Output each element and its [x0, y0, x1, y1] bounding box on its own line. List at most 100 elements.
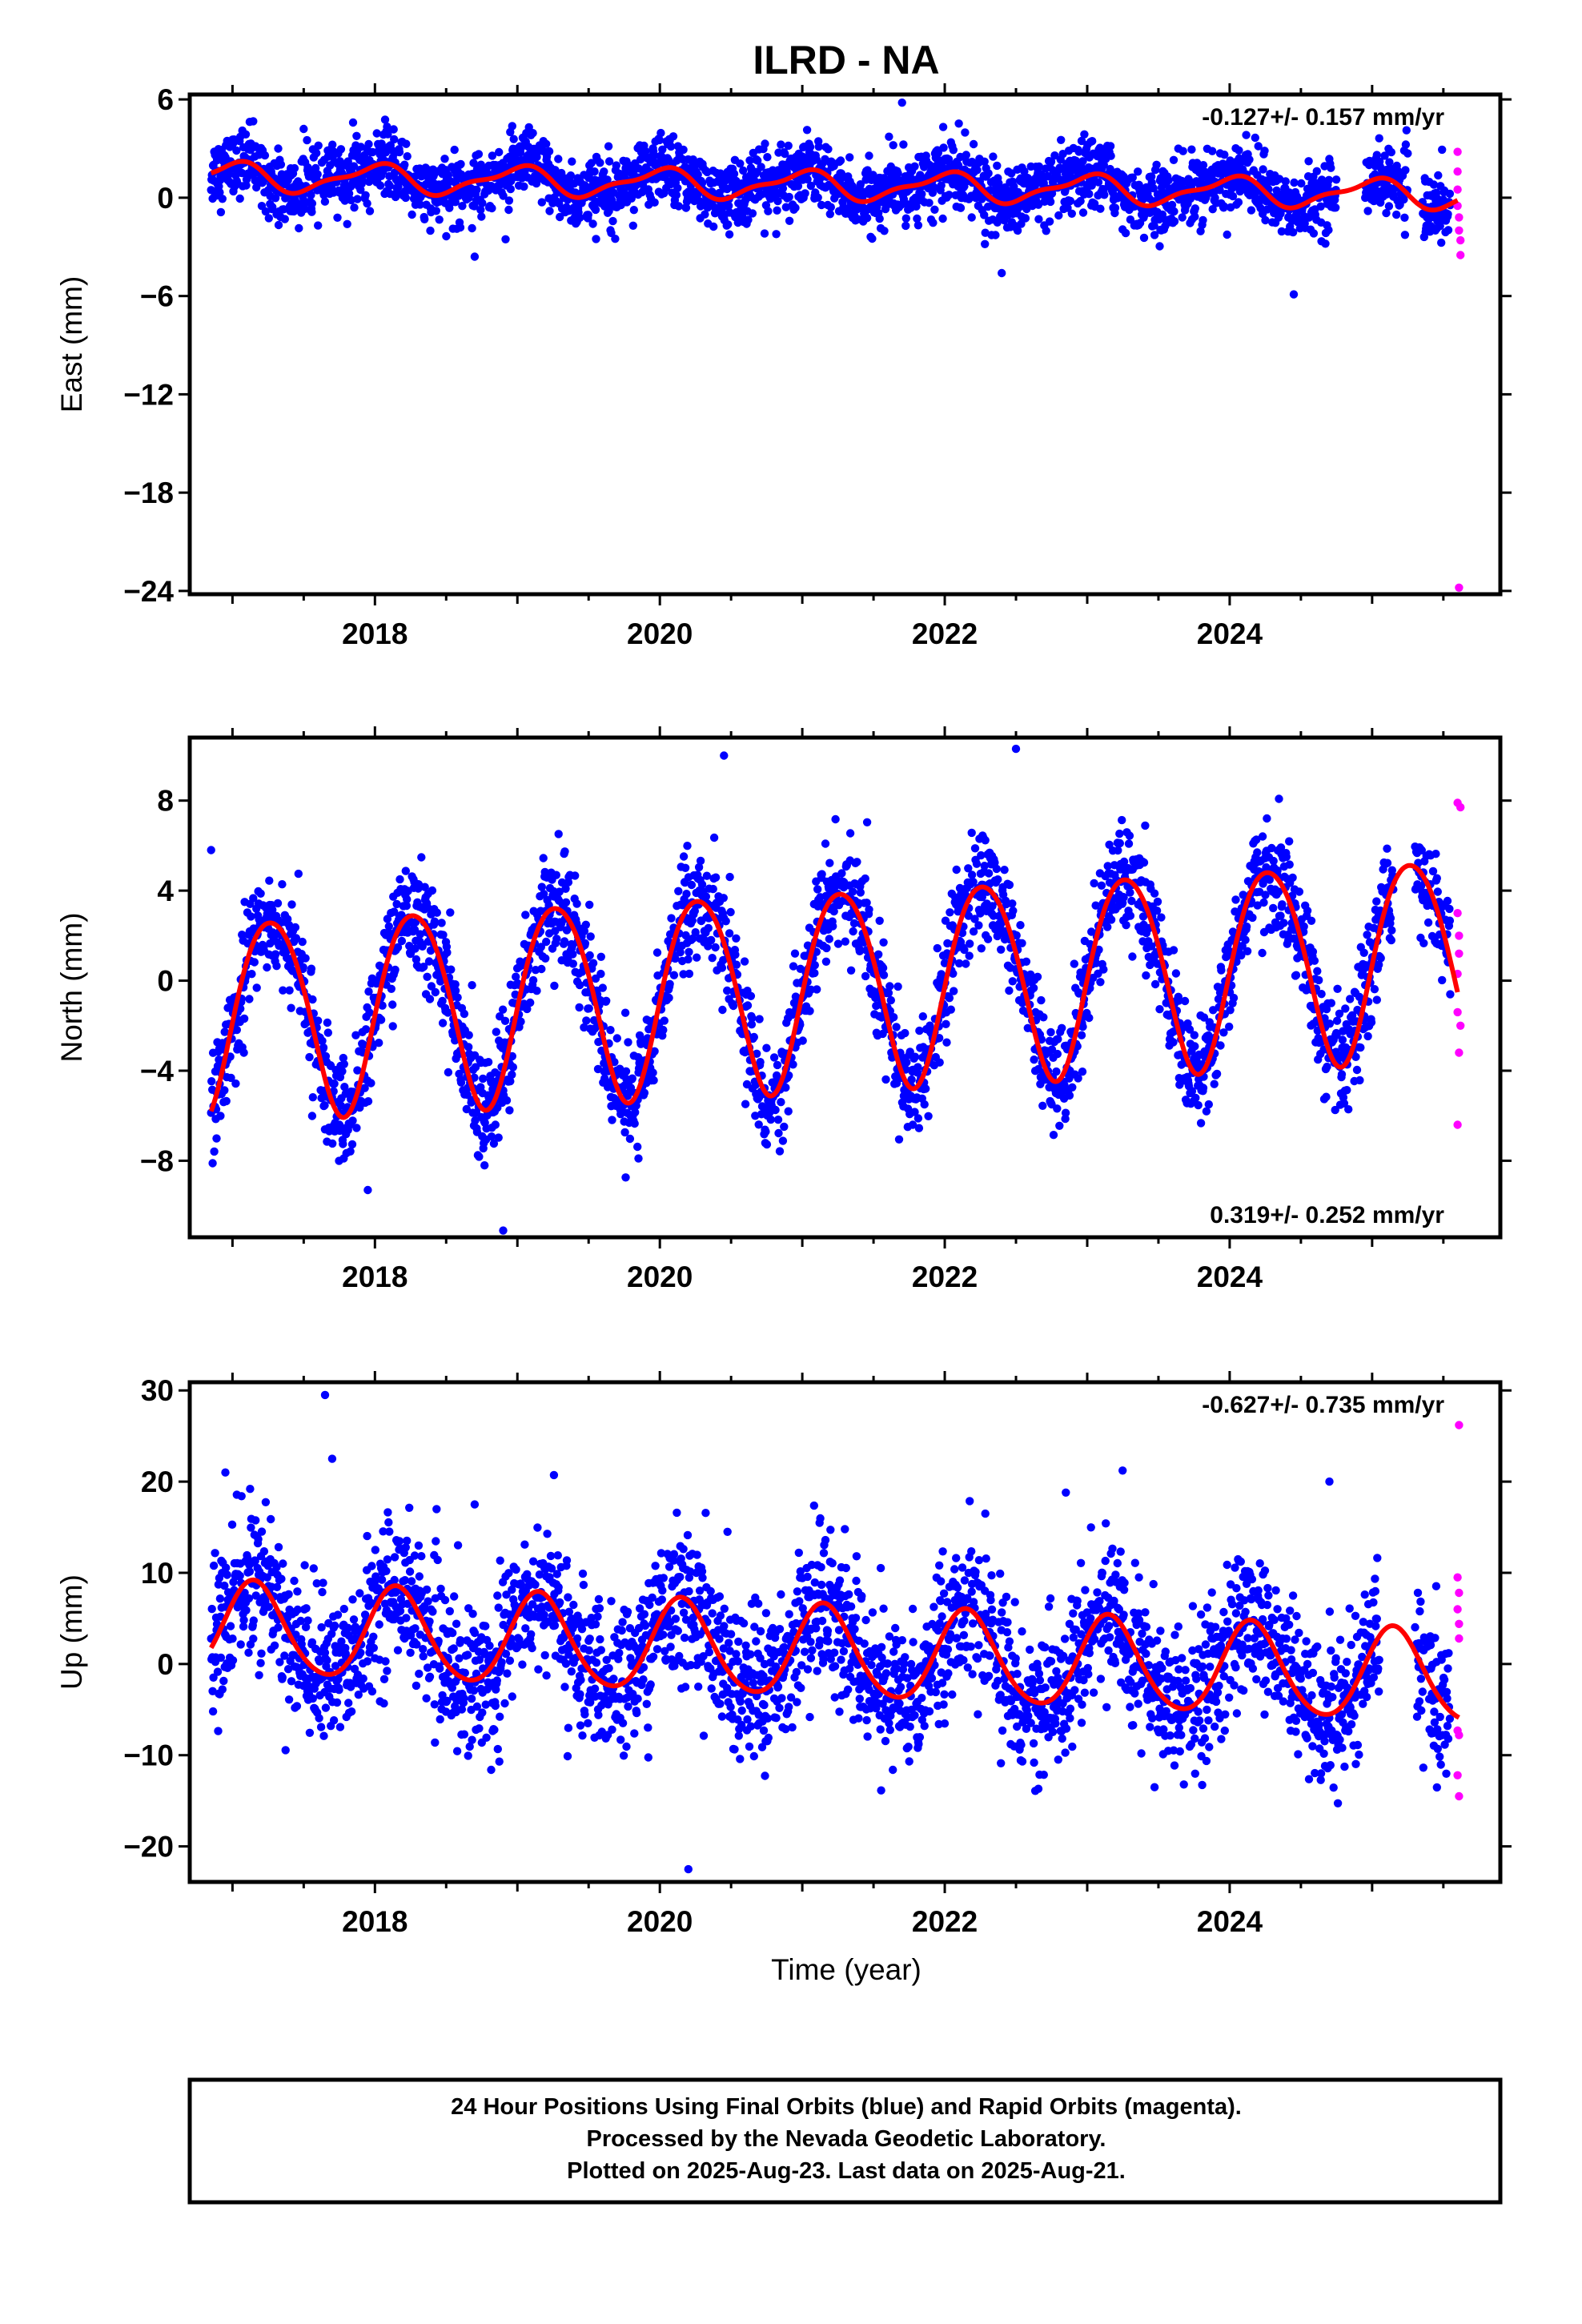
final-orbit-point [725, 201, 733, 211]
final-orbit-point [502, 1096, 512, 1105]
final-orbit-point [403, 895, 412, 904]
final-orbit-point [1187, 145, 1196, 154]
final-orbit-point [970, 844, 980, 853]
final-orbit-point [361, 191, 370, 199]
final-orbit-point [584, 211, 592, 219]
final-orbit-point [344, 189, 354, 198]
velocity-annotation: -0.127+/- 0.157 mm/yr [1202, 104, 1444, 131]
final-orbit-point [1169, 946, 1178, 955]
final-orbit-point [868, 234, 877, 243]
final-orbit-point [1067, 209, 1077, 218]
final-orbit-point [894, 1135, 904, 1144]
final-orbit-point [1170, 217, 1179, 226]
final-orbit-point [215, 188, 224, 197]
final-orbit-point [385, 181, 394, 191]
final-orbit-point [1387, 147, 1396, 157]
final-orbit-point [666, 142, 676, 151]
final-orbit-point [391, 965, 400, 975]
final-orbit-point [252, 983, 261, 992]
final-orbit-point [1020, 167, 1029, 176]
final-orbit-point [1122, 921, 1130, 930]
final-orbit-point [655, 135, 665, 145]
final-orbit-point [383, 130, 392, 139]
final-orbit-point [641, 147, 650, 156]
final-orbit-point [901, 1028, 909, 1038]
final-orbit-point [1045, 217, 1054, 226]
final-orbit-point [596, 159, 604, 167]
final-orbit-point [231, 1079, 240, 1088]
final-orbit-point [775, 1147, 785, 1156]
final-orbit-point [390, 135, 399, 144]
final-orbit-point [501, 235, 510, 243]
rapid-orbit-point [1456, 235, 1465, 245]
final-orbit-point [740, 957, 749, 966]
final-orbit-point [217, 175, 226, 183]
final-orbit-point [633, 1142, 642, 1152]
final-orbit-point [402, 139, 411, 148]
final-orbit-point [400, 160, 409, 169]
final-orbit-point [1096, 204, 1105, 213]
y-axis-label: East (mm) [55, 276, 88, 413]
final-orbit-point [604, 207, 613, 215]
final-orbit-point [588, 219, 597, 228]
final-orbit-point [937, 181, 946, 190]
final-orbit-point [652, 948, 662, 957]
final-orbit-point [865, 151, 873, 160]
final-orbit-point [263, 963, 271, 972]
final-orbit-point [298, 937, 307, 947]
final-orbit-point [886, 995, 896, 1005]
final-orbit-point [994, 875, 1002, 884]
final-orbit-point [628, 221, 637, 230]
final-orbit-point [1125, 831, 1134, 840]
final-orbit-point [575, 213, 584, 223]
final-orbit-point [933, 943, 942, 953]
final-orbit-point [470, 252, 480, 261]
final-orbit-point [1223, 230, 1231, 239]
final-orbit-point [1191, 212, 1199, 221]
x-tick-label: 2022 [912, 617, 978, 650]
final-orbit-point [880, 227, 889, 235]
final-orbit-point [537, 198, 546, 207]
final-orbit-point [545, 207, 554, 215]
final-orbit-point [929, 219, 938, 227]
rapid-orbit-point [1456, 251, 1465, 259]
final-orbit-point [893, 982, 902, 991]
final-orbit-point [836, 156, 845, 165]
final-orbit-point [732, 960, 741, 969]
final-orbit-point [516, 1017, 525, 1026]
final-orbit-point [944, 155, 954, 163]
final-orbit-point [239, 1014, 249, 1023]
final-orbit-point [1126, 911, 1135, 920]
final-orbit-point [350, 203, 359, 212]
final-orbit-point [942, 1019, 950, 1029]
final-orbit-point [438, 996, 447, 1006]
final-orbit-point [945, 994, 954, 1003]
final-orbit-point [352, 1124, 361, 1132]
final-orbit-point [769, 1053, 779, 1062]
final-orbit-point [1030, 1055, 1038, 1064]
final-orbit-point [492, 1027, 500, 1036]
final-orbit-point [1316, 202, 1325, 211]
final-orbit-point [627, 194, 636, 203]
final-orbit-point [802, 126, 812, 135]
final-orbit-point [376, 1015, 386, 1024]
final-orbit-point [763, 153, 772, 162]
final-orbit-point [600, 167, 608, 176]
final-orbit-point [1208, 147, 1217, 155]
final-orbit-point [1076, 196, 1085, 206]
final-orbit-point [537, 964, 546, 974]
final-orbit-point [997, 945, 1006, 955]
final-orbit-point [1008, 977, 1018, 986]
final-orbit-point [268, 203, 277, 211]
final-orbit-point [339, 1140, 347, 1148]
final-orbit-point [1097, 881, 1106, 891]
final-orbit-point [902, 1058, 911, 1067]
final-orbit-point [621, 1173, 630, 1182]
final-orbit-point [1324, 226, 1333, 235]
final-orbit-point [1096, 978, 1105, 987]
final-orbit-point [685, 969, 694, 979]
final-orbit-point [711, 943, 720, 952]
final-orbit-point [488, 151, 497, 160]
rapid-orbit-point [1455, 213, 1464, 222]
final-orbit-point [552, 870, 560, 879]
